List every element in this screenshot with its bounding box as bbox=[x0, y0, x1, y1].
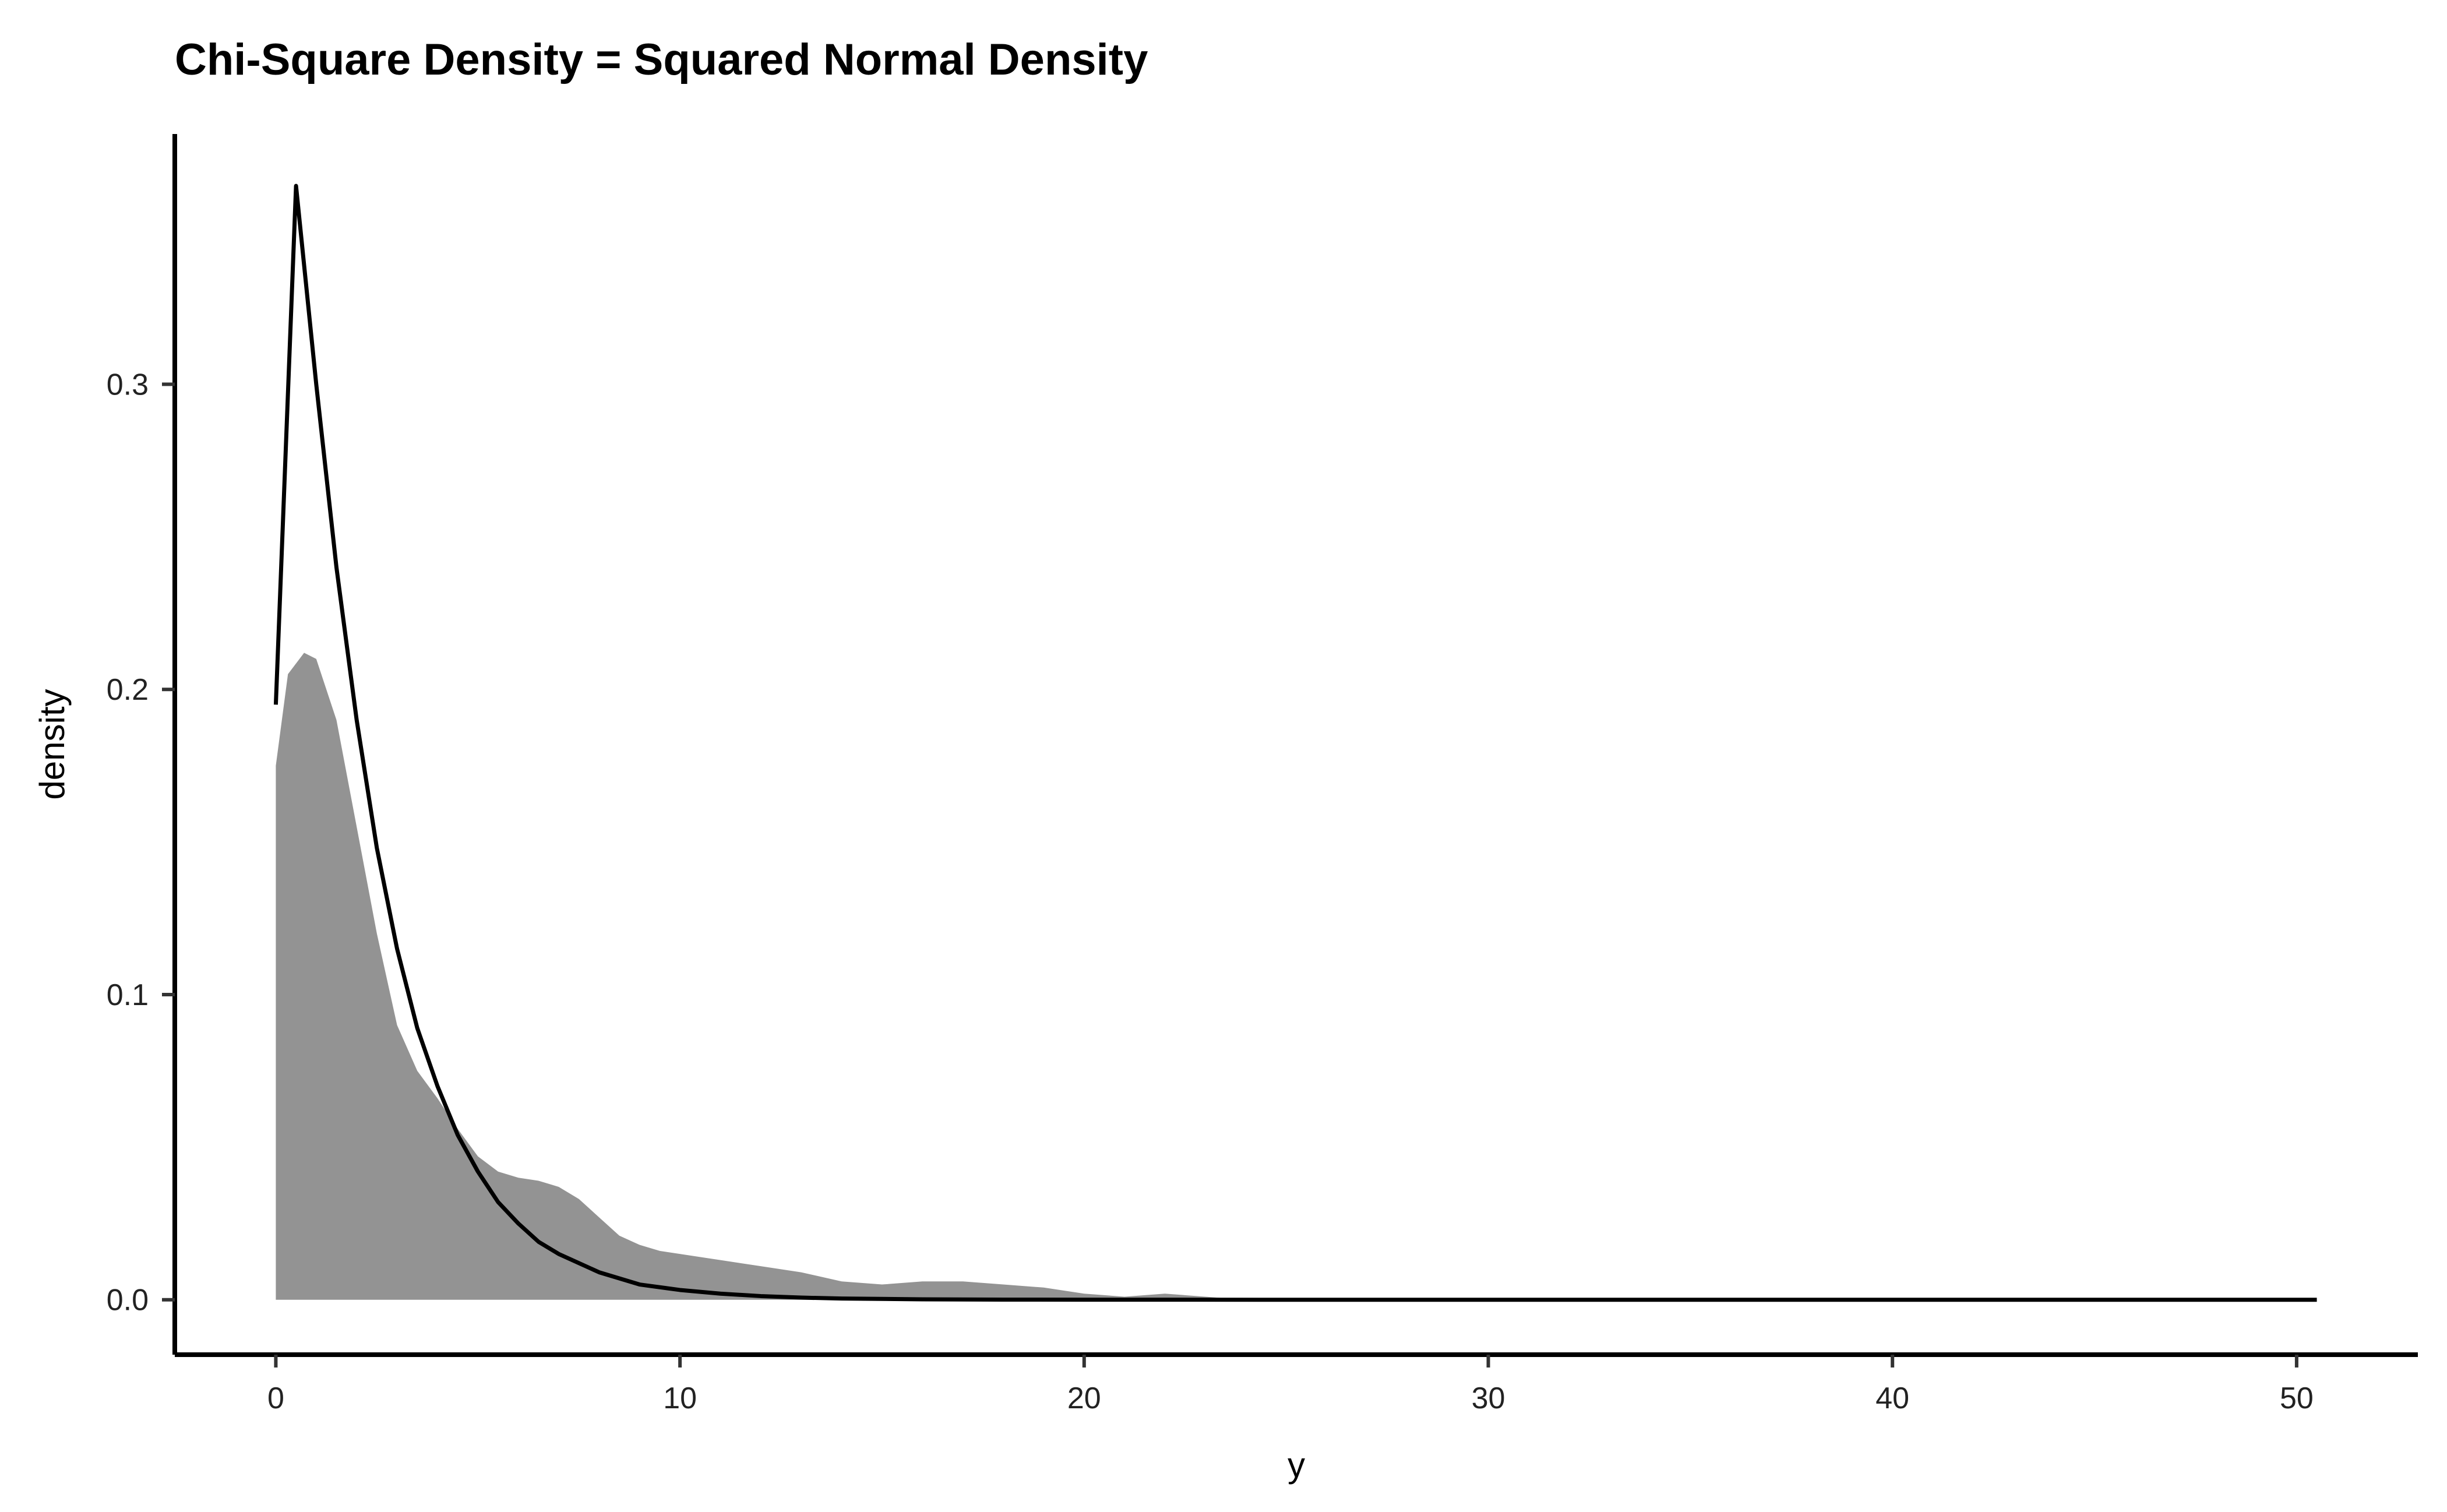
y-tick-label: 0.1 bbox=[107, 978, 149, 1012]
series-layer bbox=[273, 184, 2317, 1302]
x-tick-label: 20 bbox=[1067, 1381, 1101, 1415]
y-tick-label: 0.0 bbox=[107, 1284, 149, 1317]
y-axis-label: density bbox=[33, 689, 72, 799]
x-tick-label: 0 bbox=[267, 1381, 284, 1415]
y-tick-label: 0.3 bbox=[107, 368, 149, 401]
density-curve-1 bbox=[273, 184, 2317, 1302]
plot-area: 0 10 20 30 40 50 0.0 0.1 0.2 0.3 bbox=[107, 134, 2418, 1415]
chart-title: Chi-Square Density = Squared Normal Dens… bbox=[175, 35, 1148, 84]
x-axis-label: y bbox=[1288, 1446, 1305, 1485]
y-axis-ticks: 0.0 0.1 0.2 0.3 bbox=[107, 368, 175, 1317]
x-tick-label: 40 bbox=[1875, 1381, 1909, 1415]
x-tick-label: 50 bbox=[2280, 1381, 2314, 1415]
x-axis-ticks: 0 10 20 30 40 50 bbox=[267, 1355, 2314, 1415]
x-tick-label: 30 bbox=[1472, 1381, 1505, 1415]
density-area-0 bbox=[276, 653, 2317, 1300]
x-tick-label: 10 bbox=[663, 1381, 697, 1415]
y-tick-label: 0.2 bbox=[107, 673, 149, 707]
